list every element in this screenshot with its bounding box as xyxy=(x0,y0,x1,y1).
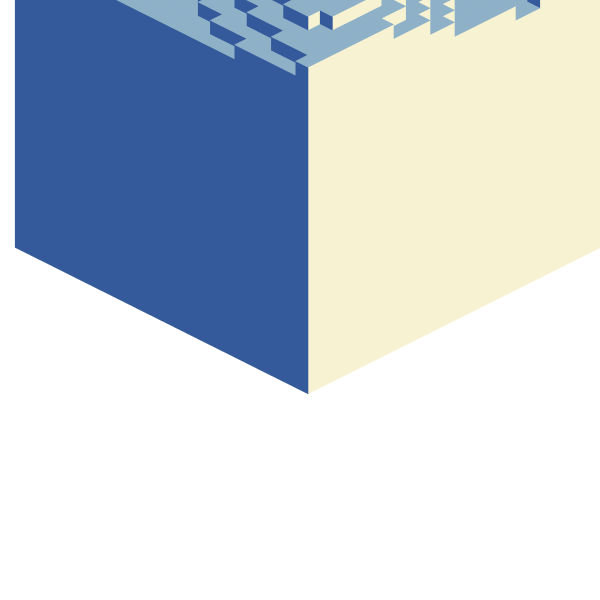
voxel-top-face xyxy=(319,3,346,17)
voxel-top-face xyxy=(295,3,321,17)
voxel-left-face xyxy=(185,34,199,340)
voxel-right-face xyxy=(429,28,443,334)
voxel-left-face xyxy=(112,0,126,303)
voxel-right-face xyxy=(405,26,419,346)
voxel-left-face xyxy=(63,0,77,279)
voxel-top-face xyxy=(295,54,321,68)
voxel-left-face xyxy=(210,46,223,352)
voxel-right-face xyxy=(551,0,565,273)
voxel-left-face xyxy=(197,40,211,346)
voxel-left-face xyxy=(124,3,138,309)
voxel-left-face xyxy=(149,15,162,322)
voxel-right-face xyxy=(356,36,370,370)
voxel-left-face xyxy=(161,21,175,328)
voxel-left-face xyxy=(88,0,101,291)
voxel-right-face xyxy=(502,5,516,297)
voxel-left-face xyxy=(51,0,65,273)
voxel-left-face xyxy=(222,52,236,358)
voxel-right-face xyxy=(332,48,345,383)
voxel-left-face xyxy=(246,50,260,370)
voxel-right-face xyxy=(466,23,480,315)
voxel-right-face xyxy=(563,0,577,267)
voxel-right-face xyxy=(490,11,504,303)
voxel-block-group xyxy=(14,0,600,395)
voxel-right-face xyxy=(515,13,528,291)
voxel-right-face xyxy=(576,0,589,261)
voxel-right-face xyxy=(307,60,321,395)
voxel-right-face xyxy=(478,17,492,309)
voxel-right-face xyxy=(454,30,467,322)
voxel-right-face xyxy=(441,21,455,328)
voxel-right-face xyxy=(380,24,394,358)
voxel-right-face xyxy=(344,42,358,376)
voxel-right-face xyxy=(588,0,600,254)
voxel-left-face xyxy=(136,9,150,315)
voxel-left-face xyxy=(173,28,187,334)
voxel-left-face xyxy=(27,0,40,261)
voxel-right-face xyxy=(319,54,333,389)
voxel-left-face xyxy=(271,62,284,383)
voxel-left-face xyxy=(283,68,297,389)
voxel-left-face xyxy=(258,56,272,376)
voxel-left-face xyxy=(234,44,248,364)
voxel-left-face xyxy=(14,0,28,254)
voxel-left-face xyxy=(100,0,114,297)
voxel-right-face xyxy=(368,30,382,364)
voxel-right-face xyxy=(417,19,431,340)
voxel-right-face xyxy=(527,7,541,285)
voxel-left-face xyxy=(75,0,89,285)
voxel-left-face xyxy=(295,60,309,395)
voxel-left-face xyxy=(39,0,53,267)
voxel-right-face xyxy=(393,32,406,352)
voxel-right-face xyxy=(539,0,553,279)
